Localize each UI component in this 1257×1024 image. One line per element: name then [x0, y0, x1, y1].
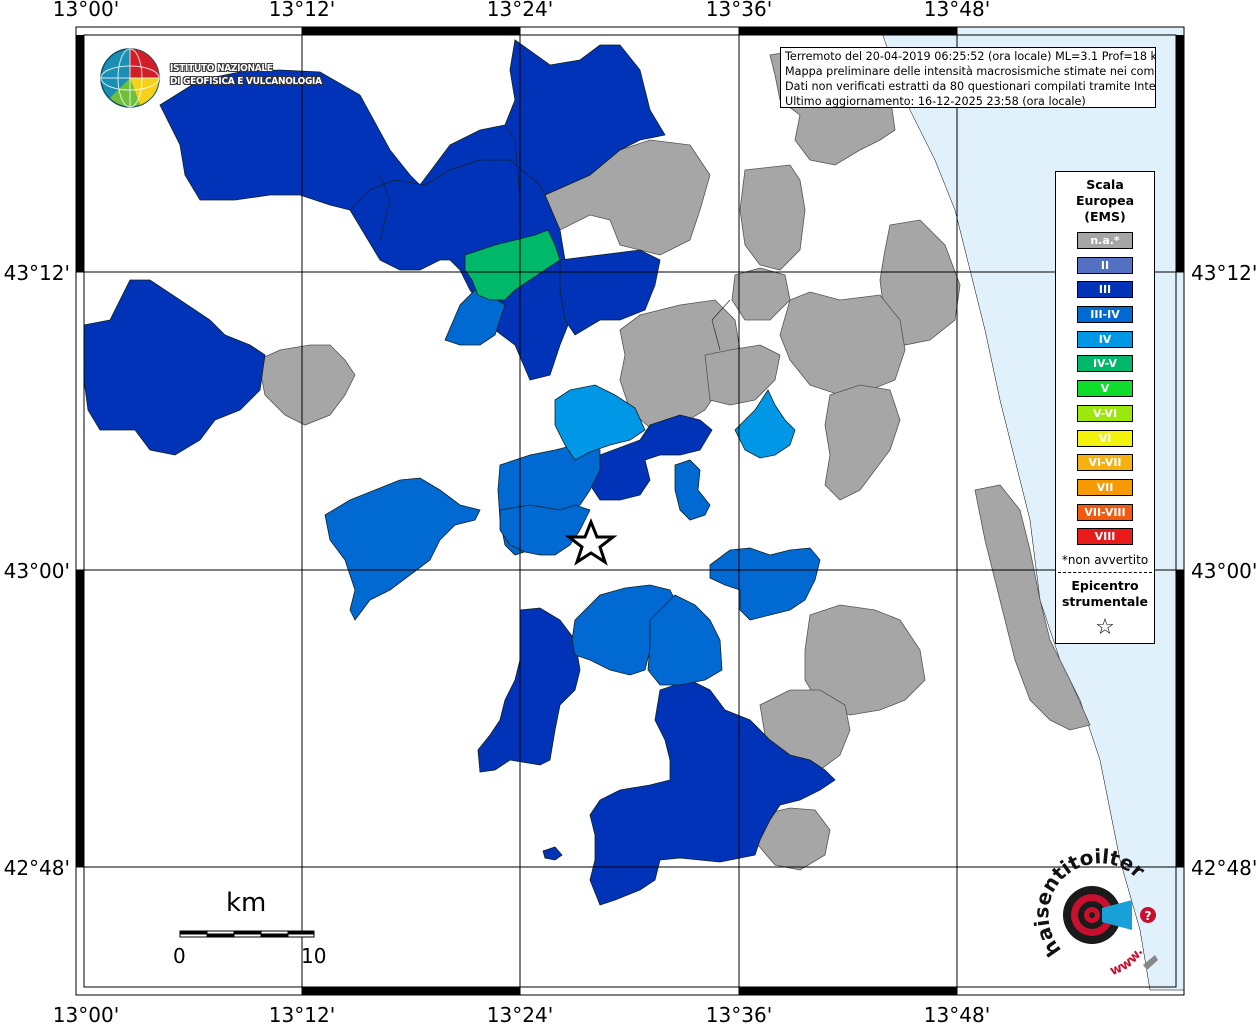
- legend-title: Scala Europea (EMS): [1075, 177, 1135, 224]
- lon-label-bottom: 13°24': [487, 1003, 553, 1024]
- scale-end: 10: [301, 944, 327, 968]
- legend-item: III-IV: [1077, 306, 1133, 324]
- legend-item: V-VI: [1077, 404, 1133, 422]
- event-info-line: Ultimo aggiornamento: 16-12-2025 23:58 (…: [785, 95, 1086, 108]
- lon-label-top: 13°12': [269, 0, 335, 21]
- lon-label-bottom: 13°36': [706, 1003, 772, 1024]
- legend-item: VIII: [1077, 528, 1133, 546]
- legend-item: IV-V: [1077, 355, 1133, 373]
- municipalities-ems-III-IV: [324, 289, 821, 686]
- lon-label-top: 13°36': [706, 0, 772, 21]
- frame-bars: [76, 27, 1184, 995]
- legend-separator: [1058, 571, 1152, 573]
- lon-label-bottom: 13°12': [269, 1003, 335, 1024]
- lat-label-right: 43°12': [1191, 261, 1257, 285]
- lon-label-top: 13°00': [53, 0, 119, 21]
- lat-label-right: 42°48': [1191, 856, 1257, 880]
- lon-label-bottom: 13°48': [924, 1003, 990, 1024]
- municipalities-ems-III: [83, 39, 836, 906]
- legend-item: n.a.*: [1077, 232, 1133, 249]
- legend-item: VII: [1077, 478, 1133, 496]
- ingv-logo-icon: [100, 48, 160, 108]
- graticule: [76, 27, 1184, 995]
- legend-item: IV: [1077, 330, 1133, 348]
- legend-items: n.a.* II III III-IV IV IV-V V V-VI VI VI-VII VII VI…: [1056, 232, 1154, 546]
- ems-legend: Scala Europea (EMS) n.a.* II III III-IV IV IV…: [1055, 171, 1155, 644]
- ingv-logo-text: ISTITUTO NAZIONALE DI GEOFISICA E VULCAN…: [170, 62, 322, 88]
- event-info-line: Mappa preliminare delle intensità macros…: [785, 65, 1156, 78]
- lat-label-left: 43°00': [4, 559, 70, 583]
- scale-start: 0: [173, 944, 186, 968]
- lon-label-top: 13°48': [924, 0, 990, 21]
- legend-item: VI: [1077, 429, 1133, 447]
- legend-item: II: [1077, 256, 1133, 274]
- lon-label-bottom: 13°00': [53, 1003, 119, 1024]
- event-info-box: Terremoto del 20-04-2019 06:25:52 (ora l…: [780, 47, 1156, 108]
- legend-note: *non avvertito: [1061, 552, 1149, 567]
- ingv-line2: DI GEOFISICA E VULCANOLOGIA: [170, 76, 322, 87]
- municipalities-ems-IV: [554, 384, 796, 461]
- lon-label-top: 13°24': [487, 0, 553, 21]
- event-info-line: Terremoto del 20-04-2019 06:25:52 (ora l…: [785, 50, 1156, 63]
- legend-item: III: [1077, 281, 1133, 299]
- lat-label-right: 43°00': [1191, 559, 1257, 583]
- event-info-line: Dati non verificati estratti da 80 quest…: [785, 80, 1156, 93]
- scale-bar: [179, 930, 315, 938]
- scale-unit: km: [226, 888, 267, 918]
- lat-label-left: 42°48': [4, 856, 70, 880]
- legend-epicenter-label: Epicentro strumentale: [1061, 577, 1149, 609]
- legend-item: V: [1077, 380, 1133, 398]
- epicenter-star-icon: ☆: [1095, 614, 1115, 640]
- epicenter-star: [564, 517, 618, 566]
- legend-item: VI-VII: [1077, 454, 1133, 472]
- lat-label-left: 43°12': [4, 261, 70, 285]
- svg-text:?: ?: [1145, 909, 1152, 923]
- municipalities-ems-IV-V: [464, 229, 561, 301]
- ingv-line1: ISTITUTO NAZIONALE: [170, 63, 273, 74]
- legend-item: VII-VIII: [1077, 503, 1133, 521]
